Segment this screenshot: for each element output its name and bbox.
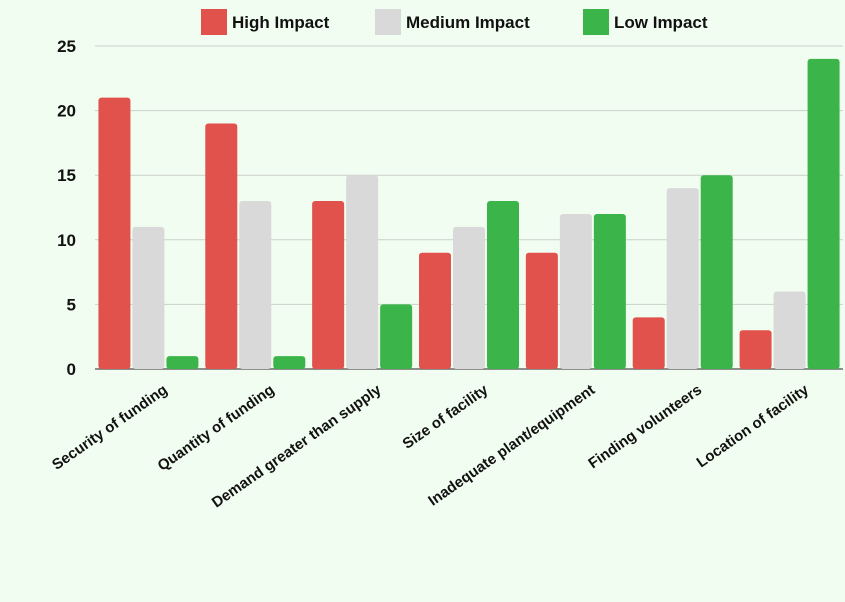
y-tick-label: 10 [57,231,76,250]
bar [132,226,165,369]
x-tick-label: Security of funding [49,381,171,473]
x-tick-label: Demand greater than supply [209,381,385,511]
bar [773,291,806,369]
bar [380,304,413,369]
bar [487,201,519,369]
legend-label: Low Impact [614,13,708,32]
bar [453,226,485,369]
bar [419,252,451,369]
bar [166,356,199,369]
y-axis: 0 5 10 15 20 25 [57,37,76,379]
legend-label: Medium Impact [406,13,530,32]
bar [632,317,665,369]
bar [525,252,558,369]
bar [700,175,733,369]
legend-swatch [583,9,609,35]
x-tick-label: Size of facility [400,381,492,453]
bar [312,201,345,369]
legend-label: High Impact [232,13,330,32]
bar [739,330,772,369]
bar [239,201,272,369]
x-tick-label: Finding volunteers [585,381,705,472]
y-tick-label: 20 [57,102,76,121]
x-tick-label: Location of facility [694,381,813,471]
bar [807,58,840,370]
x-tick-label: Quantity of funding [155,381,278,474]
x-tick-label: Inadequate plant/equipment [425,381,598,509]
y-tick-label: 25 [57,37,76,56]
y-tick-label: 0 [67,360,76,379]
bar [273,356,306,369]
legend: High Impact Medium Impact Low Impact [201,9,708,35]
bar [593,213,626,369]
bar [559,213,592,369]
bar [346,175,379,369]
bars [98,58,840,370]
bar [98,97,131,370]
bar [666,188,699,369]
y-tick-label: 5 [67,295,76,314]
legend-swatch [201,9,227,35]
bar [205,123,238,370]
y-tick-label: 15 [57,166,76,185]
legend-swatch [375,9,401,35]
